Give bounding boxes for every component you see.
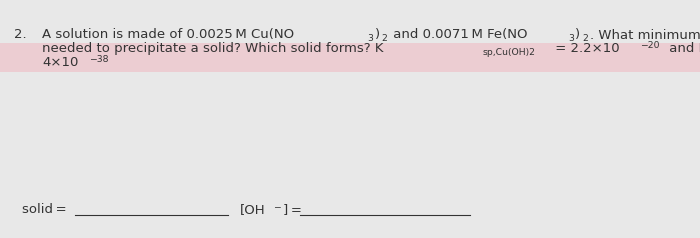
Text: 3: 3: [568, 34, 574, 43]
Text: ] =: ] =: [283, 203, 302, 216]
Bar: [0, 43, 700, 72]
Text: solid =: solid =: [22, 203, 66, 216]
Text: −38: −38: [89, 55, 108, 64]
Text: . What minimum [OH: . What minimum [OH: [589, 28, 700, 41]
Text: −: −: [273, 202, 281, 211]
Text: and 0.0071 M Fe(NO: and 0.0071 M Fe(NO: [389, 28, 528, 41]
Text: 2: 2: [582, 34, 588, 43]
Text: ): ): [575, 28, 580, 41]
Text: sp,Cu(OH)2: sp,Cu(OH)2: [482, 48, 536, 57]
Text: 3: 3: [368, 34, 373, 43]
Text: 2: 2: [382, 34, 387, 43]
Text: [OH: [OH: [240, 203, 265, 216]
Text: and K: and K: [665, 42, 700, 55]
Text: 4×10: 4×10: [42, 56, 78, 69]
Text: = 2.2×10: = 2.2×10: [551, 42, 620, 55]
Text: 2.: 2.: [14, 28, 27, 41]
Text: needed to precipitate a solid? Which solid forms? K: needed to precipitate a solid? Which sol…: [42, 42, 384, 55]
Text: ): ): [375, 28, 380, 41]
Text: −20: −20: [640, 41, 659, 50]
Text: A solution is made of 0.0025 M Cu(NO: A solution is made of 0.0025 M Cu(NO: [42, 28, 294, 41]
